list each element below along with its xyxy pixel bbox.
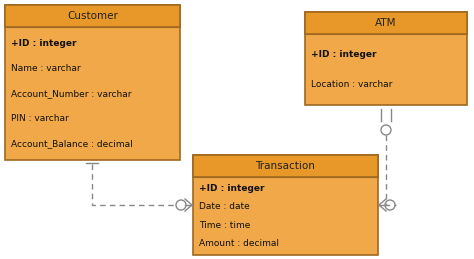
FancyBboxPatch shape [5, 5, 180, 27]
Text: +ID : integer: +ID : integer [11, 39, 76, 48]
Text: Transaction: Transaction [255, 161, 315, 171]
Text: Amount : decimal: Amount : decimal [199, 239, 279, 248]
Text: Date : date: Date : date [199, 203, 250, 211]
Text: Customer: Customer [67, 11, 118, 21]
FancyBboxPatch shape [193, 155, 378, 177]
Text: +ID : integer: +ID : integer [311, 49, 376, 59]
Text: Time : time: Time : time [199, 221, 250, 229]
FancyBboxPatch shape [305, 12, 467, 105]
FancyBboxPatch shape [5, 5, 180, 160]
Text: Account_Number : varchar: Account_Number : varchar [11, 89, 131, 98]
Text: Account_Balance : decimal: Account_Balance : decimal [11, 139, 133, 148]
Text: Name : varchar: Name : varchar [11, 64, 81, 73]
Text: ATM: ATM [375, 18, 397, 28]
Text: PIN : varchar: PIN : varchar [11, 114, 69, 123]
FancyBboxPatch shape [193, 155, 378, 255]
Text: Location : varchar: Location : varchar [311, 81, 392, 89]
FancyBboxPatch shape [305, 12, 467, 34]
Text: +ID : integer: +ID : integer [199, 184, 264, 193]
